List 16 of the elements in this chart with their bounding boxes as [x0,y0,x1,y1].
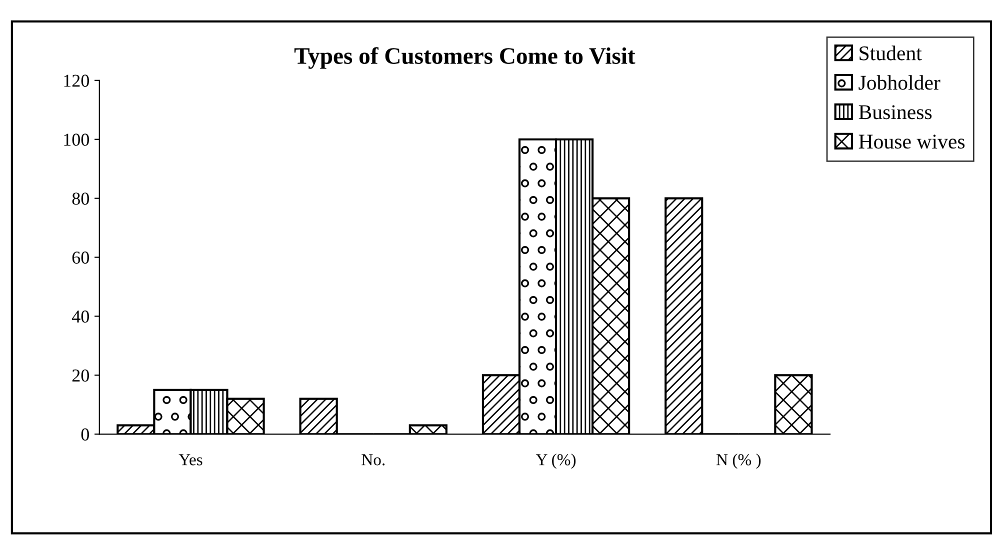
y-tick-label: 100 [64,134,89,146]
y-tick-label: 120 [64,74,89,87]
legend-label: Student [860,46,922,60]
legend-label: House wives [858,134,965,149]
x-tick-label: No. [362,454,385,466]
y-tick-label: 20 [72,369,89,382]
y-tick-label: 80 [72,192,89,205]
y-tick-label: 0 [81,428,89,441]
chart-title: Types of Customers Come to Visit [294,47,636,69]
y-tick-label: 60 [72,252,89,264]
x-tick-label: N (% ) [716,454,761,469]
legend-label: Business [858,105,932,120]
x-tick-label: Yes [178,454,202,466]
legend-label: Jobholder [858,75,940,90]
y-tick-label: 40 [72,310,89,323]
x-tick-label: Y (%) [536,454,576,469]
